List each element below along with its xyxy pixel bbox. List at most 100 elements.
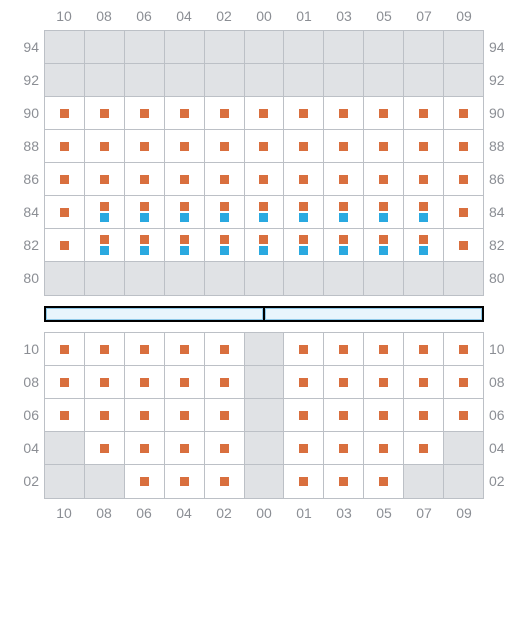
seat-cell[interactable] [205, 465, 245, 498]
seat-cell[interactable] [205, 97, 245, 130]
seat-cell[interactable] [85, 163, 125, 196]
seat-cell[interactable] [324, 130, 364, 163]
seat-cell[interactable] [364, 229, 404, 262]
seat-cell[interactable] [324, 333, 364, 366]
seat-cell[interactable] [205, 130, 245, 163]
seat-cell[interactable] [45, 130, 85, 163]
seat-cell[interactable] [205, 196, 245, 229]
seat-cell[interactable] [125, 432, 165, 465]
seat-cell[interactable] [205, 366, 245, 399]
seat-cell[interactable] [85, 97, 125, 130]
seat-cell[interactable] [324, 432, 364, 465]
seat-cell[interactable] [444, 229, 483, 262]
seat-cell[interactable] [165, 432, 205, 465]
seat-cell[interactable] [324, 465, 364, 498]
seat-cell[interactable] [284, 399, 324, 432]
seat-cell[interactable] [125, 229, 165, 262]
seat-cell[interactable] [364, 196, 404, 229]
seat-cell[interactable] [165, 465, 205, 498]
seat-cell[interactable] [284, 130, 324, 163]
seat-cell[interactable] [364, 465, 404, 498]
seat-cell[interactable] [165, 399, 205, 432]
seat-cell[interactable] [404, 229, 444, 262]
seat-cell[interactable] [45, 399, 85, 432]
seat-cell[interactable] [404, 130, 444, 163]
seat-cell[interactable] [284, 432, 324, 465]
seat-cell[interactable] [245, 97, 285, 130]
seat-cell[interactable] [125, 130, 165, 163]
seat-cell[interactable] [324, 229, 364, 262]
seat-cell[interactable] [85, 432, 125, 465]
seat-cell[interactable] [284, 196, 324, 229]
seat-cell[interactable] [85, 196, 125, 229]
seat-cell[interactable] [45, 163, 85, 196]
seat-cell[interactable] [364, 130, 404, 163]
seat-cell[interactable] [125, 366, 165, 399]
seat-cell[interactable] [284, 366, 324, 399]
seat-cell[interactable] [284, 97, 324, 130]
seat-marker-orange [100, 175, 109, 184]
seat-cell[interactable] [125, 465, 165, 498]
seat-cell[interactable] [165, 130, 205, 163]
seat-cell[interactable] [444, 163, 483, 196]
seat-cell[interactable] [85, 229, 125, 262]
seat-cell[interactable] [284, 333, 324, 366]
seat-cell[interactable] [245, 130, 285, 163]
seat-cell[interactable] [45, 196, 85, 229]
seat-cell[interactable] [324, 399, 364, 432]
seat-cell[interactable] [165, 163, 205, 196]
seat-cell[interactable] [404, 163, 444, 196]
seat-cell[interactable] [245, 196, 285, 229]
seat-cell[interactable] [404, 366, 444, 399]
seat-cell[interactable] [404, 97, 444, 130]
seat-cell[interactable] [205, 229, 245, 262]
seat-cell[interactable] [364, 432, 404, 465]
seat-cell[interactable] [324, 163, 364, 196]
seat-cell[interactable] [125, 163, 165, 196]
seat-cell[interactable] [404, 196, 444, 229]
seat-cell[interactable] [245, 229, 285, 262]
seat-cell[interactable] [45, 333, 85, 366]
seat-cell[interactable] [205, 432, 245, 465]
seat-cell[interactable] [364, 333, 404, 366]
seat-cell[interactable] [364, 97, 404, 130]
seat-cell[interactable] [444, 130, 483, 163]
seat-cell[interactable] [45, 229, 85, 262]
seat-cell[interactable] [165, 196, 205, 229]
seat-cell[interactable] [404, 432, 444, 465]
seat-cell[interactable] [324, 366, 364, 399]
seat-cell[interactable] [364, 163, 404, 196]
seat-cell[interactable] [205, 333, 245, 366]
seat-cell[interactable] [404, 333, 444, 366]
seat-cell[interactable] [444, 196, 483, 229]
seat-cell[interactable] [125, 196, 165, 229]
seat-cell[interactable] [165, 229, 205, 262]
seat-cell[interactable] [444, 366, 483, 399]
seat-cell[interactable] [45, 366, 85, 399]
seat-cell[interactable] [364, 366, 404, 399]
seat-cell[interactable] [284, 465, 324, 498]
seat-cell[interactable] [284, 229, 324, 262]
seat-cell[interactable] [205, 163, 245, 196]
seat-cell[interactable] [364, 399, 404, 432]
seat-cell[interactable] [45, 97, 85, 130]
seat-cell[interactable] [165, 97, 205, 130]
seat-cell[interactable] [165, 366, 205, 399]
seat-cell[interactable] [444, 97, 483, 130]
seat-cell[interactable] [125, 97, 165, 130]
seat-cell[interactable] [245, 163, 285, 196]
seat-cell[interactable] [444, 399, 483, 432]
seat-cell[interactable] [85, 333, 125, 366]
seat-cell[interactable] [444, 333, 483, 366]
seat-cell[interactable] [125, 399, 165, 432]
seat-cell[interactable] [324, 196, 364, 229]
seat-cell[interactable] [85, 366, 125, 399]
seat-cell[interactable] [85, 130, 125, 163]
seat-cell[interactable] [165, 333, 205, 366]
seat-cell[interactable] [205, 399, 245, 432]
seat-cell[interactable] [404, 399, 444, 432]
seat-cell[interactable] [125, 333, 165, 366]
seat-cell[interactable] [324, 97, 364, 130]
seat-cell[interactable] [85, 399, 125, 432]
seat-cell[interactable] [284, 163, 324, 196]
